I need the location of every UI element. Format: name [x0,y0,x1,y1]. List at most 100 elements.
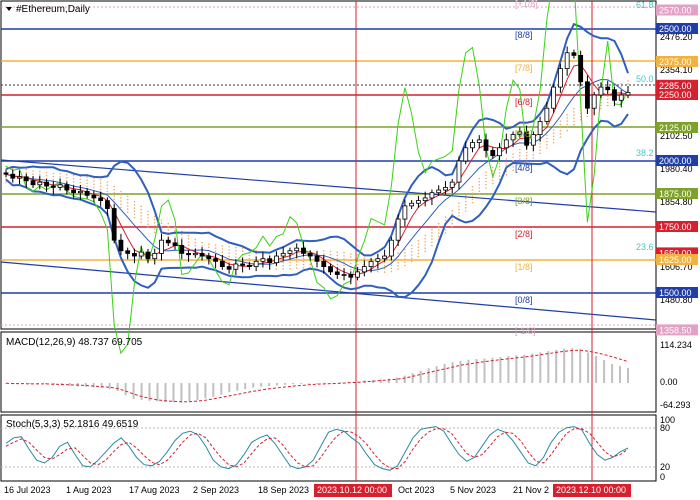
cloud-dot [194,245,197,247]
macd-bar [148,383,151,401]
level-tag-bg [656,254,698,265]
candle-body [476,139,482,143]
cloud-dot [606,104,609,107]
cloud-dot [546,147,548,149]
cloud-dot [627,83,629,85]
murrey-labels: [8/8] [7/8] [6/8] [5/8] [4/8] [3/8] [2/8… [515,0,538,336]
cloud-dot [464,197,467,200]
cloud-dot [606,101,609,104]
cloud-dot [606,95,609,97]
cloud-dot [478,180,481,183]
cloud-dot [336,257,339,260]
macd-tick-label: 114.234 [660,340,692,350]
cloud-dot [404,252,406,254]
macd-bar [467,359,470,383]
highlight-date-label: 2023.10.12 00:00 [317,485,387,495]
macd-bar [619,366,621,383]
level-tag-bg [656,221,698,232]
candle-body [361,266,367,273]
cloud-dot [228,261,230,264]
cloud-dot [566,120,568,122]
cloud-dot [444,216,447,218]
macd-bar [483,358,486,383]
y-tick-label: 1480.80 [660,295,693,305]
macd-bar [419,370,422,383]
cloud-dot [383,271,386,273]
cloud-dot [458,205,460,208]
cloud-dot [485,174,487,177]
cloud-dot [113,198,115,200]
level-tag-bg [656,4,698,16]
cloud-dot [59,176,61,178]
macd-title: MACD(12,26,9) 48.737 69.705 [6,337,143,348]
y-tick-label: 1854.80 [660,197,693,207]
candle-body [172,242,178,246]
macd-bar [475,359,478,383]
level-tag-label: 1358.50 [659,325,692,335]
candle-body [334,271,340,275]
cloud-dot [113,185,115,188]
cloud-dot [235,256,237,259]
cloud-dot [126,208,129,210]
cloud-dot [147,220,149,222]
cloud-dot [363,257,366,260]
candle-body [551,86,557,109]
cloud-dot [458,202,460,204]
highlight-date-label: 2023.12.10 00:00 [556,485,626,495]
cloud-dot [539,152,541,155]
cloud-dot [566,117,568,119]
candle-body [314,255,320,262]
candle-body [388,239,394,257]
dropdown-triangle-icon[interactable] [6,7,12,11]
candle-body [280,252,286,257]
macd-bar [507,356,510,383]
candle-body [152,252,158,260]
cloud-dot [404,264,406,267]
cloud-dot [519,164,521,167]
cloud-dot [248,257,251,260]
cloud-dot [336,254,339,257]
cloud-dot [512,156,514,159]
candle-body [84,190,90,196]
cloud-dot [471,195,474,198]
cloud-dot [458,208,460,211]
stoch-d-line [5,428,629,470]
cloud-dot [505,161,508,163]
candle-body [382,255,388,260]
cloud-dot [187,244,190,246]
cloud-dot [444,232,447,234]
cloud-dot [485,187,487,189]
cloud-dot [194,238,197,241]
macd-bar [579,349,582,383]
candle-body [301,247,306,254]
x-tick-label: 2 Sep 2023 [193,485,239,495]
level-tag-bg [656,247,698,259]
cloud-dot [417,252,420,255]
cloud-dot [464,194,467,196]
cloud-dot [437,226,440,228]
cloud-dot [147,226,149,229]
candle-body [618,94,624,101]
murrey-label-4-8: [4/8] [515,163,533,173]
cloud-dot [512,153,514,155]
candle-body [44,181,49,187]
macd-bar [236,383,239,391]
time-axis: 16 Jul 2023 1 Aug 2023 17 Aug 2023 2 Sep… [4,484,631,497]
cloud-dot [404,261,406,264]
cloud-dot [235,246,237,249]
cloud-dot [620,86,622,88]
cloud-dot [106,187,109,190]
macd-bar [180,383,183,403]
cloud-dot [120,200,122,202]
murrey-label-minus-1-8: [-1/8] [515,326,536,336]
cloud-dot [329,260,332,262]
cloud-dot [140,208,142,211]
cloud-dot [573,114,575,116]
cloud-dot [201,245,203,247]
level-tag-bg [656,122,698,133]
macd-bar [196,383,199,400]
cloud-dot [208,243,210,245]
cloud-dot [160,219,163,221]
cloud-dot [323,253,325,255]
cloud-dot [282,261,285,264]
